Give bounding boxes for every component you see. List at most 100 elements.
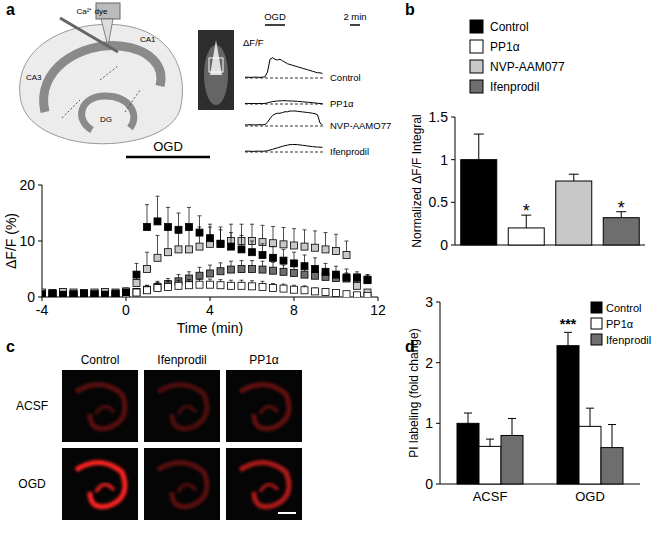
- significance: *: [523, 201, 530, 221]
- data-point: [312, 244, 319, 251]
- data-point: [364, 292, 371, 297]
- error-bar: [474, 134, 484, 160]
- significance: ***: [560, 316, 577, 332]
- dentate-signal: [260, 484, 278, 492]
- y-tick: [436, 302, 440, 303]
- y-tick-label: 0.5: [429, 194, 449, 210]
- y-tick-label: 0: [27, 289, 35, 305]
- data-point: [186, 246, 193, 253]
- data-point: [196, 229, 203, 236]
- data-point: [196, 272, 203, 279]
- y-tick: [38, 185, 42, 186]
- data-point: [49, 290, 56, 297]
- slice-image: [144, 448, 220, 520]
- error-bar: [564, 332, 572, 345]
- dg-band: [82, 96, 134, 130]
- ca-band: [44, 46, 161, 112]
- hippocampus-signal: [240, 384, 289, 428]
- trace-label: Ifenprodil: [330, 146, 369, 157]
- panel-label: c: [6, 338, 15, 355]
- error-bar: [464, 413, 472, 423]
- data-point: [238, 266, 245, 273]
- error-bar: [508, 418, 516, 435]
- data-point: [301, 263, 308, 270]
- data-point: [186, 224, 193, 231]
- hippocampus-signal: [158, 384, 207, 428]
- y-axis-label: PI labeling (fold change): [407, 328, 421, 457]
- scale-bar-label: 2 min: [343, 11, 366, 22]
- y-tick-label: 1.5: [429, 109, 449, 125]
- data-point: [91, 290, 98, 297]
- data-point: [343, 252, 350, 259]
- legend-swatch: [470, 60, 483, 73]
- data-point: [175, 282, 182, 289]
- legend-swatch: [591, 302, 602, 313]
- data-point: [228, 282, 235, 289]
- data-point: [196, 243, 203, 250]
- data-point: [175, 226, 182, 233]
- slice-image: [226, 448, 302, 520]
- data-point: [133, 289, 140, 296]
- y-tick: [38, 297, 42, 298]
- plot-d-marks: [457, 332, 623, 484]
- data-point: [291, 286, 298, 293]
- data-point: [354, 282, 361, 289]
- error-bar: [586, 408, 594, 426]
- data-point: [280, 285, 287, 292]
- data-point: [91, 291, 98, 297]
- dentate-signal: [96, 484, 114, 492]
- x-tick: [42, 297, 43, 301]
- y-tick-label: 1: [425, 415, 433, 431]
- legend-label: Ifenprodil: [490, 80, 539, 94]
- data-point: [102, 291, 109, 297]
- data-point: [238, 282, 245, 289]
- trace-label: NVP-AAMO77: [330, 120, 391, 131]
- y-axis-label: ΔF/F (%): [3, 213, 19, 269]
- data-point: [60, 292, 67, 297]
- data-point: [175, 246, 182, 253]
- y-tick-label: 1: [440, 152, 448, 168]
- image-scale-bar: [278, 512, 296, 514]
- schematic-label: CA3: [26, 73, 42, 82]
- data-point: [112, 290, 119, 297]
- scale-bar: [350, 24, 360, 26]
- data-point: [70, 291, 77, 297]
- data-point: [249, 283, 256, 290]
- data-point: [333, 290, 340, 297]
- data-point: [102, 291, 109, 297]
- x-tick: [210, 297, 211, 301]
- data-point: [354, 274, 361, 281]
- data-point: [270, 267, 277, 274]
- trace-label: Control: [330, 72, 361, 83]
- data-point: [165, 283, 172, 290]
- x-tick: [378, 297, 379, 301]
- schematic-label: DG: [100, 115, 112, 124]
- pathway-arrows: [62, 66, 140, 118]
- ogd-bar: [126, 156, 210, 159]
- x-axis-label: Time (min): [177, 320, 243, 336]
- data-point: [60, 291, 67, 297]
- data-point: [81, 290, 88, 297]
- data-point: [154, 254, 161, 261]
- x-tick-label: 12: [370, 302, 386, 318]
- data-point: [112, 291, 119, 297]
- y-tick-label: 10: [19, 233, 35, 249]
- data-point: [270, 240, 277, 247]
- legend-label: Control: [606, 302, 641, 314]
- y-tick-label: 3: [425, 294, 433, 310]
- data-point: [165, 249, 172, 256]
- data-point: [81, 291, 88, 297]
- photo-pipette: [210, 40, 222, 75]
- data-point: [144, 287, 151, 294]
- panel-label: b: [405, 1, 415, 18]
- data-point: [70, 291, 77, 297]
- mini-trace: [245, 145, 323, 152]
- image-column-label: Ifenprodil: [157, 353, 206, 367]
- series: [42, 261, 371, 297]
- legend-swatch: [470, 20, 483, 33]
- y-tick: [436, 423, 440, 424]
- x-tick-label: 0: [122, 302, 130, 318]
- data-point: [280, 257, 287, 264]
- data-point: [49, 290, 56, 297]
- legend-swatch: [591, 334, 602, 345]
